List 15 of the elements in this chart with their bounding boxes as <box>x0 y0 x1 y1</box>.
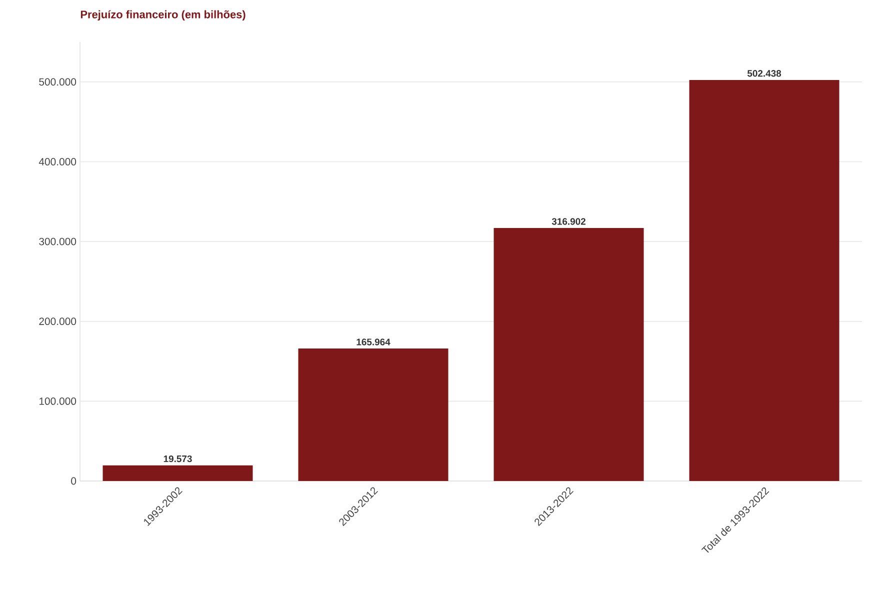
y-tick-label: 0 <box>71 477 76 485</box>
data-label: 502.438 <box>747 70 782 77</box>
y-tick-label: 200.000 <box>39 318 76 326</box>
chart-title: Prejuízo financeiro (em bilhões) <box>80 10 246 20</box>
bar <box>298 348 448 481</box>
bar <box>494 228 644 481</box>
data-label: 316.902 <box>552 218 586 225</box>
data-label: 165.964 <box>356 338 390 346</box>
y-tick-label: 300.000 <box>39 238 76 246</box>
data-label: 19.573 <box>164 455 192 462</box>
y-tick-label: 100.000 <box>39 397 76 405</box>
y-tick-label: 400.000 <box>38 158 76 166</box>
y-tick-label: 500.000 <box>39 78 76 86</box>
bar <box>102 465 253 481</box>
bar <box>689 80 840 481</box>
